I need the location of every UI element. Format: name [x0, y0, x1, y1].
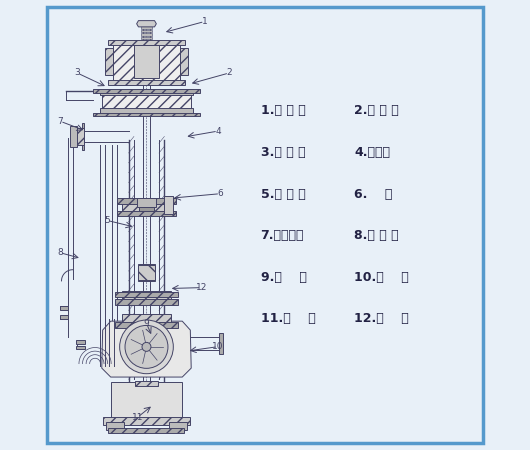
- Bar: [137, 198, 156, 207]
- Bar: [102, 90, 191, 114]
- Bar: [243, 46, 475, 359]
- Text: 5: 5: [105, 216, 110, 225]
- Text: 1: 1: [202, 17, 208, 26]
- Bar: [106, 422, 124, 430]
- Bar: [141, 33, 152, 36]
- Bar: [138, 265, 155, 280]
- Text: 6.    轴: 6. 轴: [355, 188, 393, 201]
- Text: 9: 9: [144, 319, 149, 328]
- Text: 11.泵    盖: 11.泵 盖: [261, 312, 315, 325]
- Bar: [118, 198, 175, 203]
- Circle shape: [125, 325, 168, 369]
- Bar: [115, 299, 178, 305]
- Bar: [141, 37, 152, 40]
- Bar: [93, 113, 200, 116]
- Bar: [103, 417, 190, 425]
- Text: 4: 4: [215, 126, 221, 135]
- Bar: [111, 382, 182, 419]
- Bar: [135, 381, 157, 386]
- Bar: [100, 108, 193, 114]
- Text: 9.泵    体: 9.泵 体: [261, 271, 306, 284]
- Bar: [60, 315, 68, 319]
- Bar: [118, 211, 175, 216]
- Bar: [122, 315, 171, 326]
- Polygon shape: [102, 321, 191, 377]
- Bar: [122, 291, 171, 301]
- Text: 12: 12: [196, 283, 207, 292]
- Bar: [105, 48, 113, 75]
- Bar: [115, 323, 178, 328]
- Bar: [115, 292, 178, 297]
- Text: 8.出 液 管: 8.出 液 管: [355, 229, 399, 242]
- Circle shape: [142, 342, 151, 351]
- Bar: [70, 126, 77, 147]
- Bar: [82, 123, 84, 150]
- Bar: [108, 40, 186, 45]
- Bar: [100, 90, 193, 95]
- Bar: [169, 422, 187, 430]
- Text: 6: 6: [217, 189, 223, 198]
- Bar: [93, 90, 200, 93]
- Text: 12.轴    套: 12.轴 套: [355, 312, 409, 325]
- Circle shape: [120, 320, 173, 374]
- Text: 8: 8: [57, 248, 63, 257]
- Bar: [141, 30, 152, 32]
- Bar: [134, 45, 159, 78]
- Bar: [139, 207, 154, 211]
- Bar: [138, 264, 155, 281]
- Polygon shape: [137, 21, 156, 27]
- Text: 7: 7: [57, 117, 63, 126]
- Bar: [180, 48, 188, 75]
- Bar: [164, 196, 173, 214]
- Text: 2.轴 承 盒: 2.轴 承 盒: [355, 104, 399, 117]
- Text: 3: 3: [74, 68, 80, 77]
- Text: 5.支 撇 管: 5.支 撇 管: [261, 188, 305, 201]
- Bar: [109, 428, 184, 433]
- Text: 4.安装盘: 4.安装盘: [355, 146, 391, 159]
- Bar: [113, 42, 180, 82]
- Text: 3.下 支 架: 3.下 支 架: [261, 146, 305, 159]
- Bar: [141, 26, 152, 29]
- Text: 7.出口法兰: 7.出口法兰: [261, 229, 304, 242]
- Bar: [60, 306, 68, 310]
- Bar: [108, 80, 186, 86]
- Text: 1.联 轴 器: 1.联 轴 器: [261, 104, 305, 117]
- Bar: [77, 128, 84, 144]
- Text: 11: 11: [132, 413, 143, 422]
- Bar: [219, 333, 223, 354]
- Text: 10: 10: [213, 342, 224, 351]
- Bar: [76, 340, 85, 343]
- Text: 2: 2: [226, 68, 232, 77]
- Text: 10.叶    轮: 10.叶 轮: [355, 271, 409, 284]
- Bar: [76, 346, 85, 349]
- Bar: [122, 200, 171, 212]
